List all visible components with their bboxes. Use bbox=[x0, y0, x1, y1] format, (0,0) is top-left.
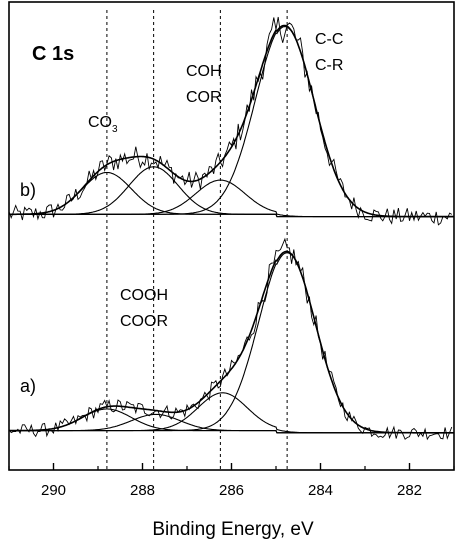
chart-title: C 1s bbox=[32, 43, 74, 65]
component-curve bbox=[9, 26, 454, 218]
annotation-cooh-line1: COOH bbox=[120, 287, 168, 304]
annotation-cc-line2: C-R bbox=[315, 57, 343, 74]
panel-a bbox=[8, 237, 454, 441]
annotation-cc-line1: C-C bbox=[315, 31, 343, 48]
annotation-coh-line2: COR bbox=[186, 89, 222, 106]
x-tick-label: 286 bbox=[219, 482, 244, 499]
x-axis-ticks: 290 288 286 284 282 bbox=[8, 463, 455, 499]
baseline-curve bbox=[9, 430, 454, 434]
reference-lines bbox=[106, 10, 288, 470]
baseline-curve bbox=[9, 213, 454, 218]
panel-b bbox=[8, 16, 454, 226]
annotation-cooh-line2: COOR bbox=[120, 313, 168, 330]
plot-frame bbox=[8, 1, 455, 471]
annotation-co3-subscript: 3 bbox=[112, 124, 118, 135]
annotation-coh-line1: COH bbox=[186, 63, 222, 80]
x-tick-label: 284 bbox=[308, 482, 333, 499]
fit-envelope bbox=[9, 250, 454, 434]
panel-label-b: b) bbox=[20, 180, 36, 200]
panel-label-a: a) bbox=[20, 376, 36, 396]
raw-spectrum bbox=[8, 237, 453, 441]
x-tick-label: 288 bbox=[130, 482, 155, 499]
component-curve bbox=[9, 179, 454, 218]
component-curve bbox=[9, 252, 454, 434]
raw-spectrum bbox=[8, 16, 453, 226]
fit-envelope bbox=[9, 24, 454, 218]
x-tick-label: 282 bbox=[397, 482, 422, 499]
x-axis-title: Binding Energy, eV bbox=[152, 519, 314, 540]
x-tick-label: 290 bbox=[41, 482, 66, 499]
annotation-co3: CO bbox=[88, 114, 112, 131]
